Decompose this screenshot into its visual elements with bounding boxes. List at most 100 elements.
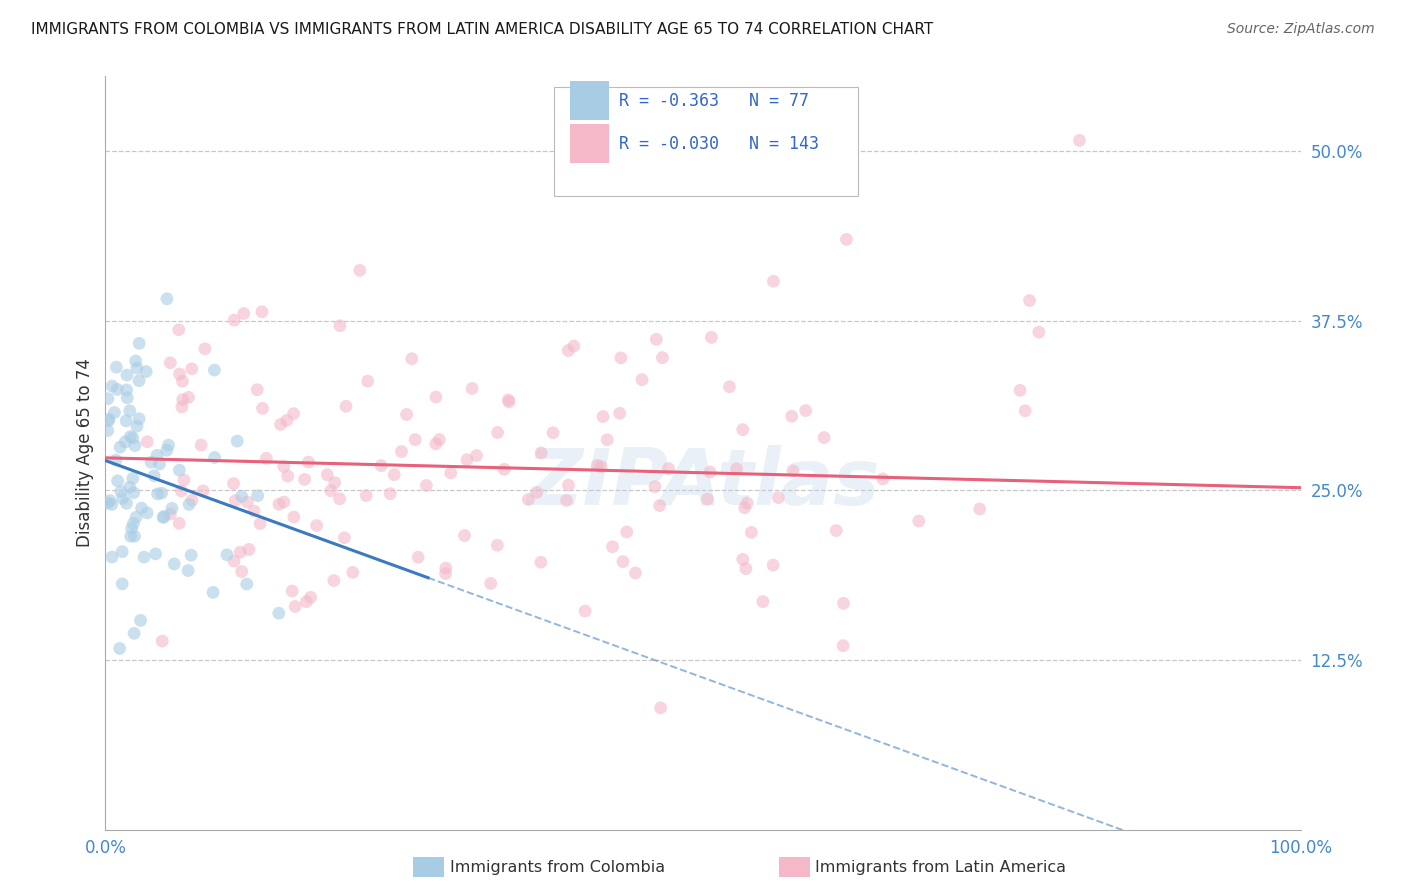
Point [202, 585, 225, 599]
Point [101, 550, 124, 565]
Point [517, 492, 540, 507]
Point [236, 577, 259, 591]
Point [530, 555, 553, 569]
Point [115, 391, 138, 405]
Point [170, 483, 193, 498]
Point [273, 459, 295, 474]
Point [725, 462, 748, 476]
Point [180, 361, 202, 376]
Point [270, 417, 292, 432]
Point [479, 576, 502, 591]
Point [236, 495, 259, 509]
Point [146, 448, 169, 462]
Point [768, 491, 790, 505]
Point [645, 332, 668, 346]
Point [105, 360, 128, 375]
Point [97, 496, 120, 510]
Point [115, 368, 138, 383]
FancyBboxPatch shape [571, 124, 609, 163]
Point [648, 499, 671, 513]
Point [735, 562, 758, 576]
Point [204, 450, 226, 465]
Point [101, 379, 124, 393]
Point [246, 489, 269, 503]
Point [342, 566, 364, 580]
Point [425, 390, 447, 404]
Point [329, 491, 352, 506]
Point [159, 507, 181, 521]
Point [406, 550, 429, 565]
Point [124, 439, 146, 453]
Point [555, 493, 578, 508]
Point [202, 363, 225, 377]
Point [494, 462, 516, 476]
Point [657, 461, 679, 475]
Point [602, 540, 624, 554]
Point [135, 365, 157, 379]
Point [610, 351, 633, 365]
Point [249, 516, 271, 531]
Point [498, 395, 520, 409]
Point [232, 306, 254, 320]
Point [222, 554, 245, 568]
Text: R = -0.363   N = 77: R = -0.363 N = 77 [619, 92, 810, 110]
Point [319, 483, 342, 498]
Point [574, 604, 596, 618]
Point [125, 361, 148, 376]
Point [97, 424, 120, 438]
Point [832, 596, 855, 610]
Point [592, 409, 614, 424]
Point [97, 413, 120, 427]
Point [969, 502, 991, 516]
Point [434, 561, 457, 575]
Point [465, 449, 488, 463]
Point [380, 486, 402, 500]
Point [222, 476, 245, 491]
Point [907, 514, 929, 528]
Point [145, 547, 167, 561]
Point [101, 498, 124, 512]
Point [131, 501, 153, 516]
Point [167, 323, 190, 337]
Point [1028, 325, 1050, 339]
Point [395, 408, 418, 422]
Point [121, 521, 143, 535]
Point [541, 425, 564, 440]
Point [329, 318, 352, 333]
Point [157, 438, 180, 452]
Point [1010, 384, 1032, 398]
Text: Source: ZipAtlas.com: Source: ZipAtlas.com [1227, 22, 1375, 37]
Text: IMMIGRANTS FROM COLOMBIA VS IMMIGRANTS FROM LATIN AMERICA DISABILITY AGE 65 TO 7: IMMIGRANTS FROM COLOMBIA VS IMMIGRANTS F… [31, 22, 934, 37]
Point [172, 374, 194, 388]
Point [125, 510, 148, 524]
Point [872, 472, 894, 486]
Point [586, 458, 609, 473]
Point [238, 542, 260, 557]
Point [115, 414, 138, 428]
Point [616, 524, 638, 539]
Point [181, 493, 204, 508]
Point [250, 305, 273, 319]
Point [699, 465, 721, 479]
Point [780, 409, 803, 424]
Point [231, 489, 253, 503]
Point [401, 351, 423, 366]
Point [735, 496, 758, 510]
Point [128, 336, 150, 351]
Point [224, 493, 246, 508]
Point [498, 392, 520, 407]
Point [700, 330, 723, 344]
Point [267, 606, 290, 620]
Point [120, 429, 142, 443]
Point [229, 545, 252, 559]
Point [283, 510, 305, 524]
Point [335, 399, 357, 413]
Point [125, 419, 148, 434]
Point [139, 455, 162, 469]
Point [97, 412, 120, 426]
Point [731, 552, 754, 566]
Point [224, 313, 246, 327]
Text: R = -0.030   N = 143: R = -0.030 N = 143 [619, 135, 820, 153]
Point [173, 473, 195, 487]
Point [163, 557, 186, 571]
